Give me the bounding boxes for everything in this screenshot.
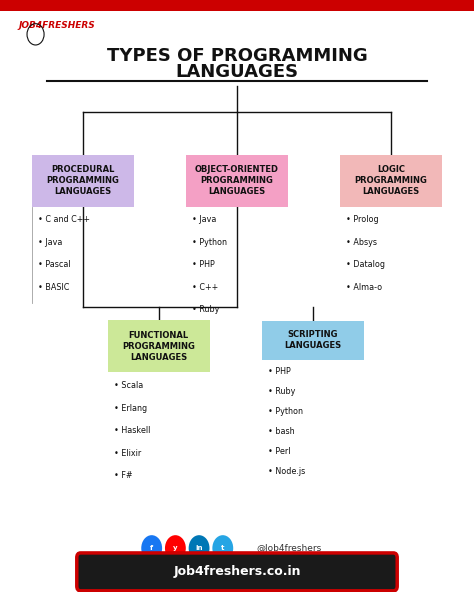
Text: • BASIC: • BASIC: [38, 283, 69, 292]
Text: Job4freshers.co.in: Job4freshers.co.in: [173, 565, 301, 578]
Text: • PHP: • PHP: [192, 260, 215, 269]
Bar: [0, 0, 474, 11]
Circle shape: [165, 535, 186, 561]
Text: LOGIC
PROGRAMMING
LANGUAGES: LOGIC PROGRAMMING LANGUAGES: [355, 165, 428, 196]
Text: @Job4freshers: @Job4freshers: [256, 543, 321, 553]
Text: in: in: [195, 545, 203, 551]
Text: • Alma-o: • Alma-o: [346, 283, 382, 292]
Text: • bash: • bash: [268, 427, 294, 436]
Text: • C and C++: • C and C++: [38, 215, 90, 224]
Text: FUNCTIONAL
PROGRAMMING
LANGUAGES: FUNCTIONAL PROGRAMMING LANGUAGES: [122, 331, 195, 362]
Text: • Python: • Python: [268, 407, 303, 416]
Text: f: f: [150, 545, 153, 551]
Text: t: t: [221, 545, 225, 551]
Text: • Ruby: • Ruby: [268, 387, 295, 396]
Text: OBJECT-ORIENTED
PROGRAMMING
LANGUAGES: OBJECT-ORIENTED PROGRAMMING LANGUAGES: [195, 165, 279, 196]
Circle shape: [189, 535, 210, 561]
FancyBboxPatch shape: [186, 155, 288, 207]
FancyBboxPatch shape: [32, 155, 134, 207]
Text: • Haskell: • Haskell: [114, 426, 150, 435]
FancyBboxPatch shape: [262, 321, 364, 359]
Text: • Datalog: • Datalog: [346, 260, 385, 269]
Text: • PHP: • PHP: [268, 367, 291, 376]
FancyBboxPatch shape: [108, 320, 210, 372]
Text: • Scala: • Scala: [114, 381, 143, 390]
Circle shape: [141, 535, 162, 561]
Text: TYPES OF PROGRAMMING: TYPES OF PROGRAMMING: [107, 47, 367, 65]
Text: PROCEDURAL
PROGRAMMING
LANGUAGES: PROCEDURAL PROGRAMMING LANGUAGES: [46, 165, 119, 196]
Text: • F#: • F#: [114, 471, 132, 480]
Text: LANGUAGES: LANGUAGES: [175, 63, 299, 81]
FancyBboxPatch shape: [77, 553, 397, 591]
Circle shape: [212, 535, 233, 561]
Text: SCRIPTING
LANGUAGES: SCRIPTING LANGUAGES: [284, 330, 341, 350]
Text: • Pascal: • Pascal: [38, 260, 71, 269]
Text: • Node.js: • Node.js: [268, 468, 305, 477]
Text: • Prolog: • Prolog: [346, 215, 379, 224]
Text: • C++: • C++: [192, 283, 218, 292]
Text: • Java: • Java: [192, 215, 216, 224]
Text: • Python: • Python: [192, 238, 227, 247]
Text: • Perl: • Perl: [268, 448, 290, 456]
Text: • Java: • Java: [38, 238, 62, 247]
Text: • Elixir: • Elixir: [114, 449, 141, 458]
Text: • Ruby: • Ruby: [192, 305, 219, 314]
FancyBboxPatch shape: [340, 155, 442, 207]
Text: y: y: [173, 545, 178, 551]
Text: • Absys: • Absys: [346, 238, 377, 247]
Text: JOB4FRESHERS: JOB4FRESHERS: [19, 21, 96, 30]
Text: • Erlang: • Erlang: [114, 404, 147, 413]
